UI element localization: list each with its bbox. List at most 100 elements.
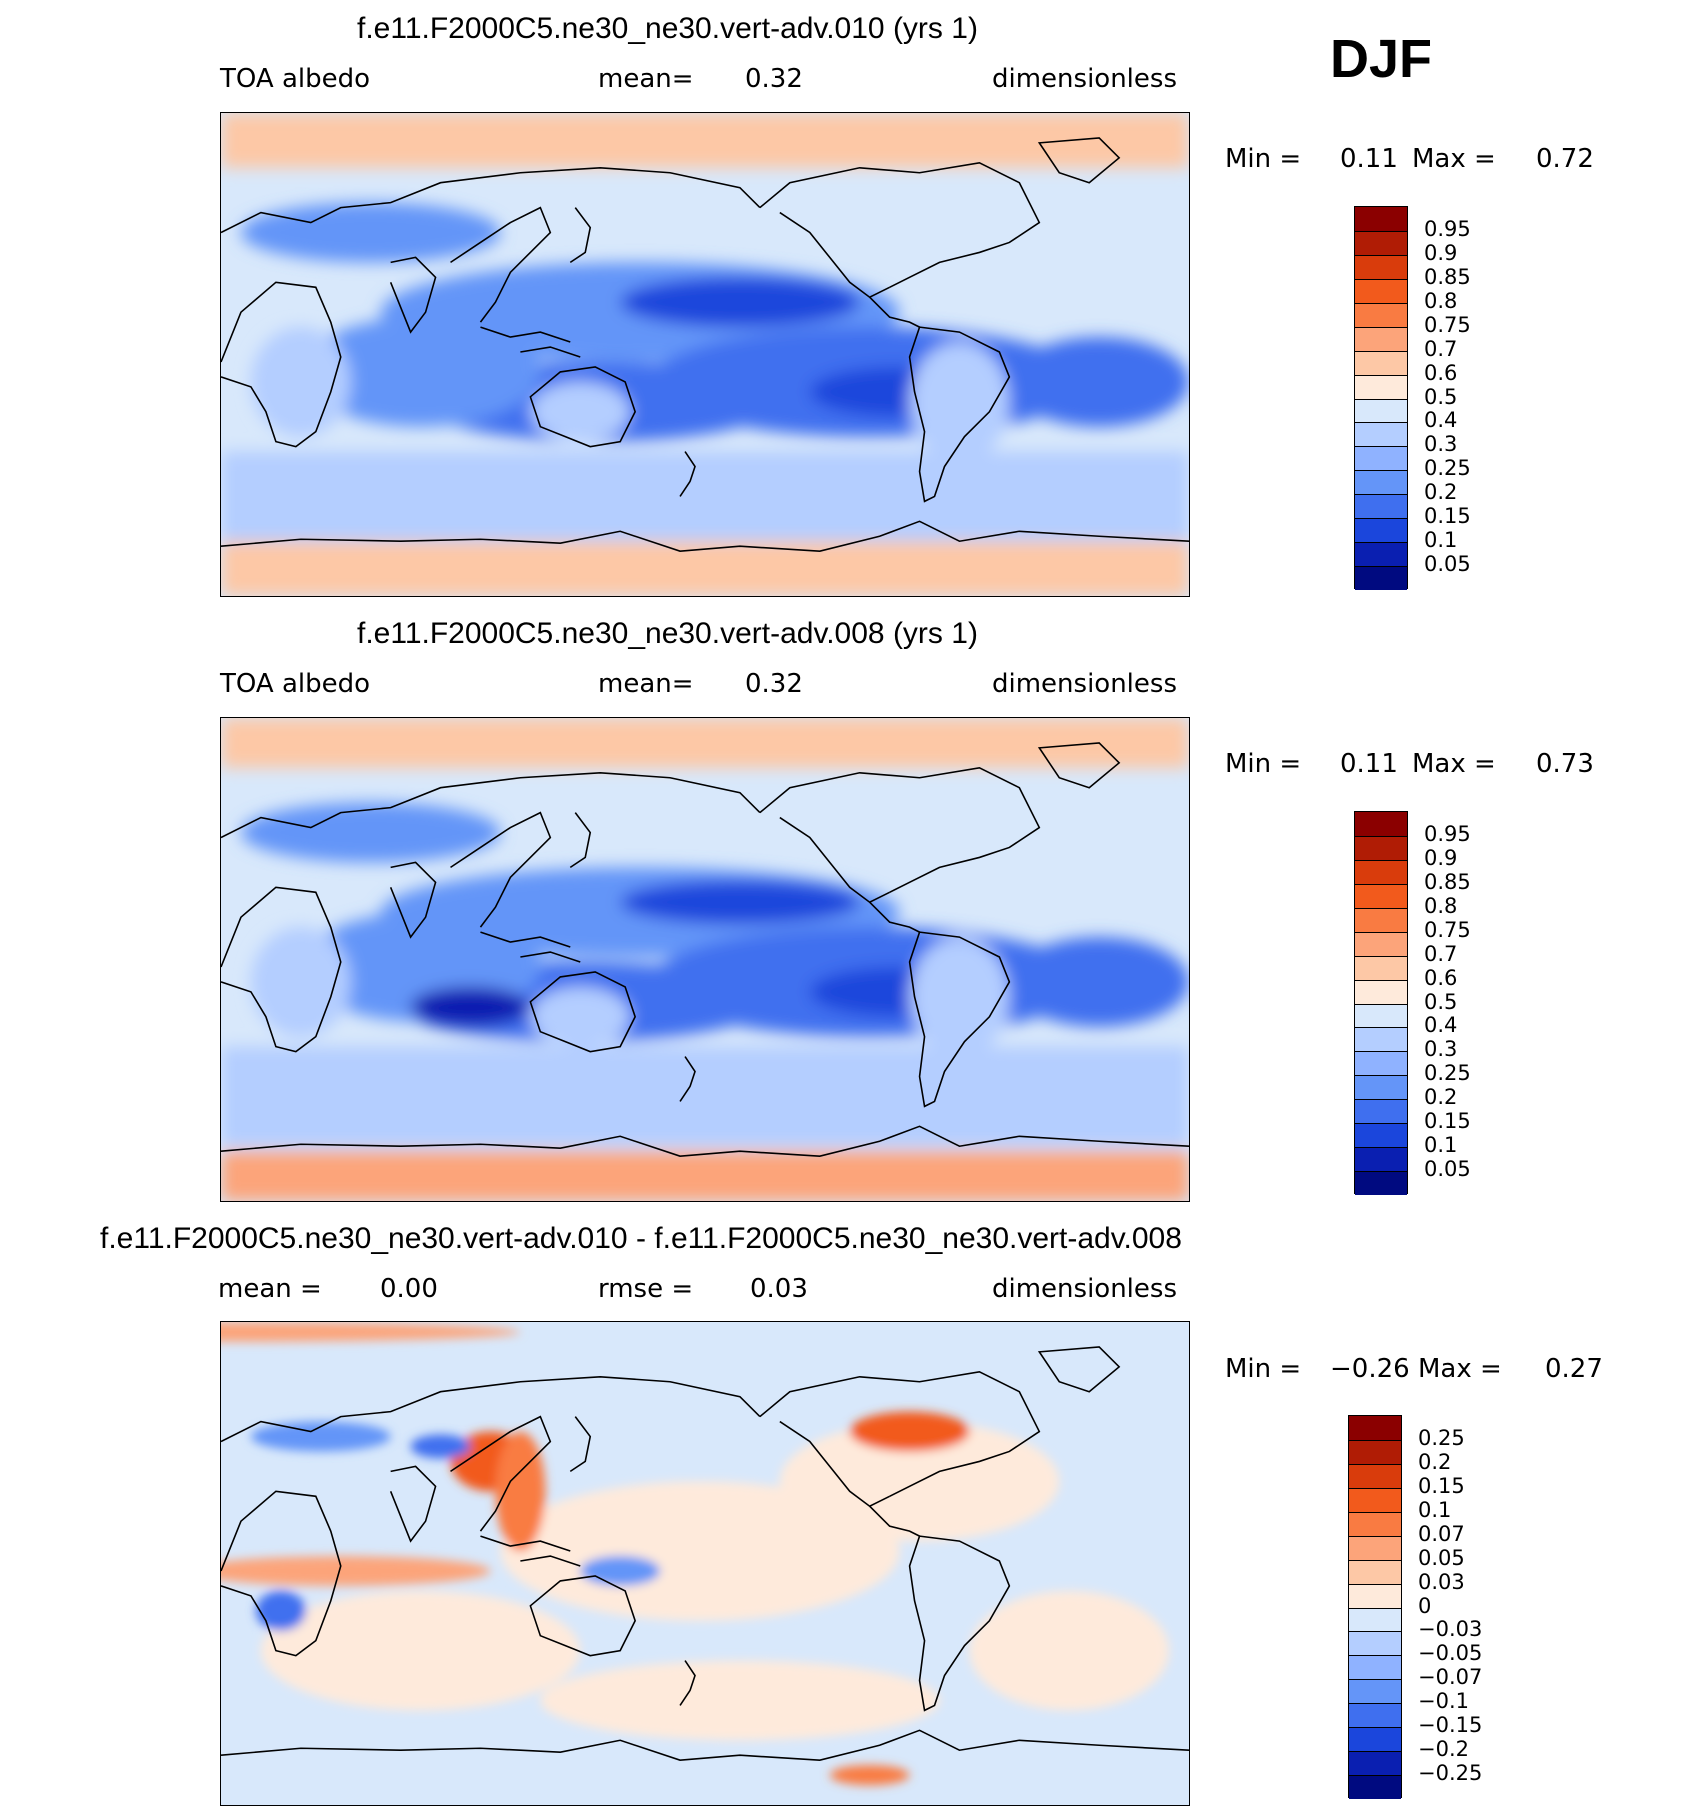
colorbar-segment (1355, 979, 1407, 1004)
colorbar-segment (1349, 1631, 1401, 1656)
colorbar-tick-label: −0.2 (1418, 1737, 1469, 1762)
colorbar-tick-label: 0.95 (1424, 216, 1471, 241)
colorbar-tick-label: −0.07 (1418, 1665, 1483, 1690)
panel1-title: f.e11.F2000C5.ne30_ne30.vert-adv.010 (yr… (357, 12, 978, 45)
colorbar-segment (1355, 859, 1407, 884)
colorbar-tick-label: 0.25 (1424, 1061, 1471, 1086)
colorbar-segment (1355, 374, 1407, 399)
colorbar-tick-label: 0.8 (1424, 893, 1458, 918)
colorbar-tick-label: 0.75 (1424, 312, 1471, 337)
panel3-mean-label: mean = (218, 1274, 322, 1304)
panel1-colorbar (1354, 206, 1408, 590)
colorbar-segment (1349, 1416, 1401, 1440)
panel3-min-value: −0.26 (1330, 1354, 1410, 1384)
colorbar-tick-label: 0.15 (1424, 504, 1471, 529)
colorbar-tick-label: 0.2 (1424, 480, 1458, 505)
colorbar-segment (1349, 1559, 1401, 1584)
panel1-map-svg (221, 113, 1189, 596)
panel3-map-svg (221, 1322, 1189, 1805)
season-label: DJF (1330, 29, 1433, 89)
panel2-units-label: dimensionless (992, 669, 1177, 699)
panel2-min-label: Min = (1225, 749, 1302, 779)
colorbar-segment (1349, 1703, 1401, 1728)
colorbar-tick-label: 0.2 (1424, 1085, 1458, 1110)
colorbar-segment (1355, 207, 1407, 231)
colorbar-tick-label: 0.25 (1424, 456, 1471, 481)
colorbar-tick-label: 0.75 (1424, 917, 1471, 942)
colorbar-tick-label: 0.05 (1424, 1157, 1471, 1182)
panel2-map-svg (221, 718, 1189, 1201)
colorbar-segment (1349, 1679, 1401, 1704)
colorbar-tick-label: −0.25 (1418, 1761, 1483, 1786)
panel2-variable-label: TOA albedo (220, 669, 371, 699)
colorbar-tick-label: 0.85 (1424, 264, 1471, 289)
colorbar-tick-label: 0.7 (1424, 941, 1458, 966)
colorbar-segment (1349, 1511, 1401, 1536)
colorbar-segment (1355, 518, 1407, 543)
colorbar-segment (1355, 302, 1407, 327)
panel2-colorbar (1354, 811, 1408, 1195)
panel1-mean-label: mean= (598, 64, 694, 94)
colorbar-tick-label: 0.03 (1418, 1569, 1465, 1594)
colorbar-segment (1355, 230, 1407, 255)
panel2-max-value: 0.73 (1536, 749, 1594, 779)
colorbar-tick-label: −0.15 (1418, 1713, 1483, 1738)
colorbar-segment (1355, 470, 1407, 495)
colorbar-segment (1355, 812, 1407, 836)
colorbar-segment (1355, 398, 1407, 423)
panel3-mean-value: 0.00 (380, 1274, 438, 1304)
colorbar-tick-label: 0.1 (1424, 528, 1458, 553)
colorbar-tick-label: 0.07 (1418, 1521, 1465, 1546)
colorbar-segment (1349, 1751, 1401, 1776)
colorbar-segment (1349, 1463, 1401, 1488)
panel2-min-value: 0.11 (1340, 749, 1398, 779)
colorbar-tick-label: 0.7 (1424, 336, 1458, 361)
colorbar-segment (1349, 1535, 1401, 1560)
colorbar-tick-label: 0.3 (1424, 432, 1458, 457)
colorbar-segment (1355, 931, 1407, 956)
colorbar-segment (1349, 1583, 1401, 1608)
colorbar-segment (1355, 494, 1407, 519)
colorbar-tick-label: 0.15 (1418, 1473, 1465, 1498)
colorbar-segment (1355, 1075, 1407, 1100)
colorbar-tick-label: −0.05 (1418, 1641, 1483, 1666)
colorbar-segment (1349, 1487, 1401, 1512)
colorbar-segment (1355, 1003, 1407, 1028)
colorbar-segment (1349, 1655, 1401, 1680)
colorbar-segment (1355, 446, 1407, 471)
colorbar-segment (1355, 1051, 1407, 1076)
panel3-min-label: Min = (1225, 1354, 1302, 1384)
panel2-max-label: Max = (1412, 749, 1496, 779)
colorbar-tick-label: −0.03 (1418, 1617, 1483, 1642)
colorbar-tick-label: −0.1 (1418, 1689, 1469, 1714)
panel1-variable-label: TOA albedo (220, 64, 371, 94)
colorbar-tick-label: 0.85 (1424, 869, 1471, 894)
colorbar-tick-label: 0 (1418, 1593, 1432, 1618)
colorbar-segment (1349, 1727, 1401, 1752)
panel1-min-label: Min = (1225, 144, 1302, 174)
colorbar-tick-label: 0.8 (1424, 288, 1458, 313)
colorbar-segment (1355, 326, 1407, 351)
colorbar-tick-label: 0.9 (1424, 240, 1458, 265)
colorbar-segment (1355, 907, 1407, 932)
colorbar-segment (1355, 1171, 1407, 1195)
colorbar-segment (1355, 1147, 1407, 1172)
colorbar-tick-label: 0.05 (1424, 552, 1471, 577)
colorbar-tick-label: 0.5 (1424, 989, 1458, 1014)
colorbar-segment (1355, 835, 1407, 860)
colorbar-tick-label: 0.9 (1424, 845, 1458, 870)
panel3-rmse-value: 0.03 (750, 1274, 808, 1304)
colorbar-segment (1355, 566, 1407, 590)
colorbar-segment (1355, 883, 1407, 908)
colorbar-tick-label: 0.5 (1424, 384, 1458, 409)
colorbar-segment (1355, 254, 1407, 279)
colorbar-segment (1355, 1027, 1407, 1052)
colorbar-tick-label: 0.1 (1424, 1133, 1458, 1158)
colorbar-segment (1355, 350, 1407, 375)
panel1-map (220, 112, 1190, 597)
panel3-colorbar (1348, 1415, 1402, 1799)
panel3-rmse-label: rmse = (598, 1274, 694, 1304)
panel2-map (220, 717, 1190, 1202)
colorbar-tick-label: 0.05 (1418, 1545, 1465, 1570)
panel3-max-label: Max = (1418, 1354, 1502, 1384)
